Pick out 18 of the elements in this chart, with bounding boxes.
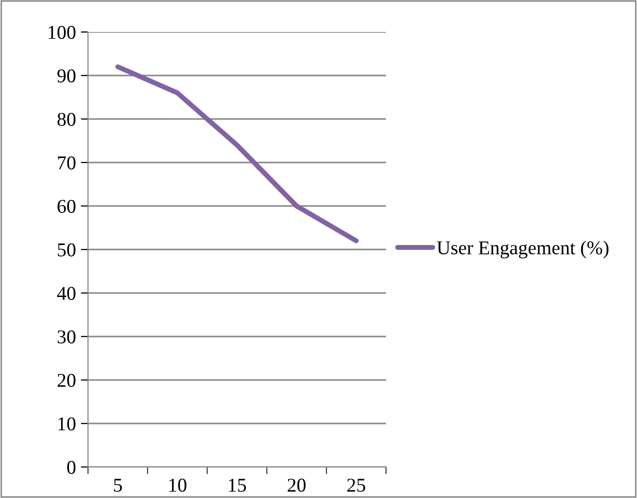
x-tick-label: 10 bbox=[169, 478, 186, 492]
y-tick-label: 40 bbox=[57, 286, 76, 300]
x-tick-label: 20 bbox=[288, 478, 306, 492]
y-tick-label: 50 bbox=[58, 243, 76, 256]
x-tick-label: 15 bbox=[228, 478, 246, 492]
line-series bbox=[115, 64, 359, 244]
y-tick-label: 70 bbox=[58, 156, 76, 170]
y-tick-label: 0 bbox=[67, 460, 76, 474]
x-tick-label: 25 bbox=[347, 478, 366, 492]
y-tick-label: 30 bbox=[58, 330, 76, 344]
y-tick-label: 10 bbox=[58, 417, 76, 430]
y-tick-label: 20 bbox=[58, 374, 76, 387]
legend-label: User Engagement (%) bbox=[436, 240, 608, 258]
y-tick-label: 80 bbox=[57, 112, 76, 126]
x-tick-label: 5 bbox=[114, 478, 122, 492]
y-tick-label: 60 bbox=[58, 200, 76, 213]
y-tick-label: 90 bbox=[57, 69, 76, 82]
y-tick-label: 100 bbox=[48, 26, 76, 39]
